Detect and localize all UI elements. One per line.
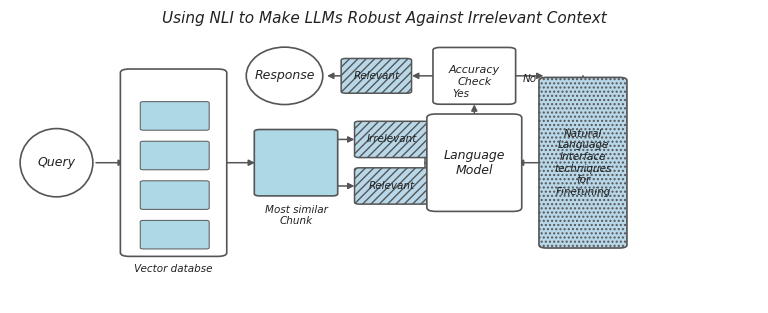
FancyBboxPatch shape (254, 130, 338, 196)
FancyBboxPatch shape (141, 181, 209, 209)
Text: No: No (522, 74, 537, 84)
FancyBboxPatch shape (141, 220, 209, 249)
Ellipse shape (247, 47, 323, 105)
Text: Natural
Language
Interface
techniques
for
Finetuning: Natural Language Interface techniques fo… (554, 129, 611, 197)
Text: Language
Model: Language Model (444, 149, 505, 177)
FancyBboxPatch shape (141, 141, 209, 170)
FancyBboxPatch shape (355, 168, 429, 204)
Text: Most similar
Chunk: Most similar Chunk (264, 205, 327, 226)
FancyBboxPatch shape (355, 121, 429, 157)
FancyBboxPatch shape (121, 69, 227, 256)
FancyBboxPatch shape (141, 102, 209, 130)
Text: Accuracy
Check: Accuracy Check (449, 65, 500, 87)
FancyBboxPatch shape (433, 48, 515, 104)
Ellipse shape (20, 129, 93, 197)
Text: Vector databse: Vector databse (134, 264, 213, 274)
Text: Query: Query (38, 156, 75, 169)
Text: Yes: Yes (452, 90, 469, 100)
FancyBboxPatch shape (341, 59, 412, 93)
Text: Relevant: Relevant (353, 71, 399, 81)
Text: Response: Response (254, 69, 315, 82)
Text: Irrelevant: Irrelevant (366, 135, 417, 144)
Text: Relevant: Relevant (369, 181, 415, 191)
FancyBboxPatch shape (539, 77, 627, 248)
FancyBboxPatch shape (427, 114, 521, 211)
Text: Using NLI to Make LLMs Robust Against Irrelevant Context: Using NLI to Make LLMs Robust Against Ir… (161, 11, 607, 26)
